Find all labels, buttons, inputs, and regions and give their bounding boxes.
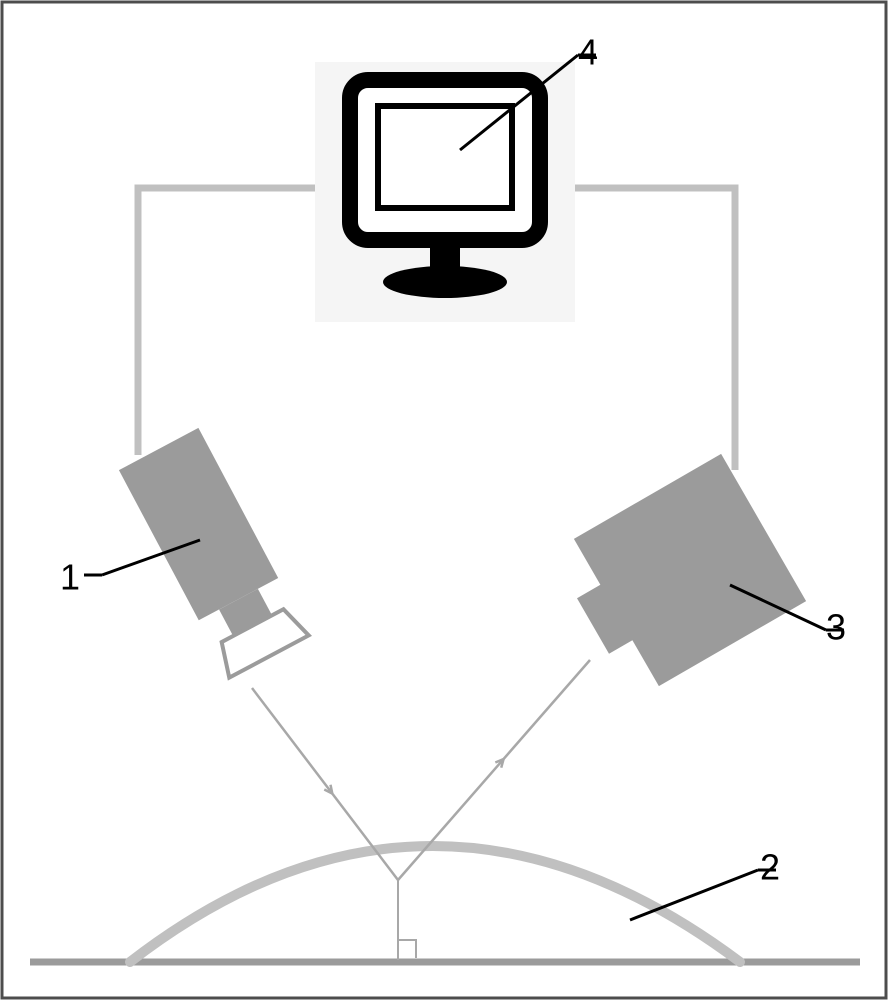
monitor-base xyxy=(383,266,507,298)
label-3: 3 xyxy=(826,607,846,648)
wire-right xyxy=(575,188,735,470)
monitor-neck xyxy=(430,248,460,270)
incident-ray xyxy=(252,688,398,880)
specimen-dome xyxy=(130,846,740,962)
monitor-screen xyxy=(378,106,512,208)
wire-left xyxy=(138,188,315,455)
label-2: 2 xyxy=(760,847,780,888)
right-angle-marker xyxy=(398,940,416,958)
label-4: 4 xyxy=(578,32,598,73)
label-1: 1 xyxy=(60,557,80,598)
system-diagram: 1 2 3 4 xyxy=(0,0,888,1000)
projector xyxy=(119,428,309,678)
leader-2 xyxy=(630,870,758,920)
